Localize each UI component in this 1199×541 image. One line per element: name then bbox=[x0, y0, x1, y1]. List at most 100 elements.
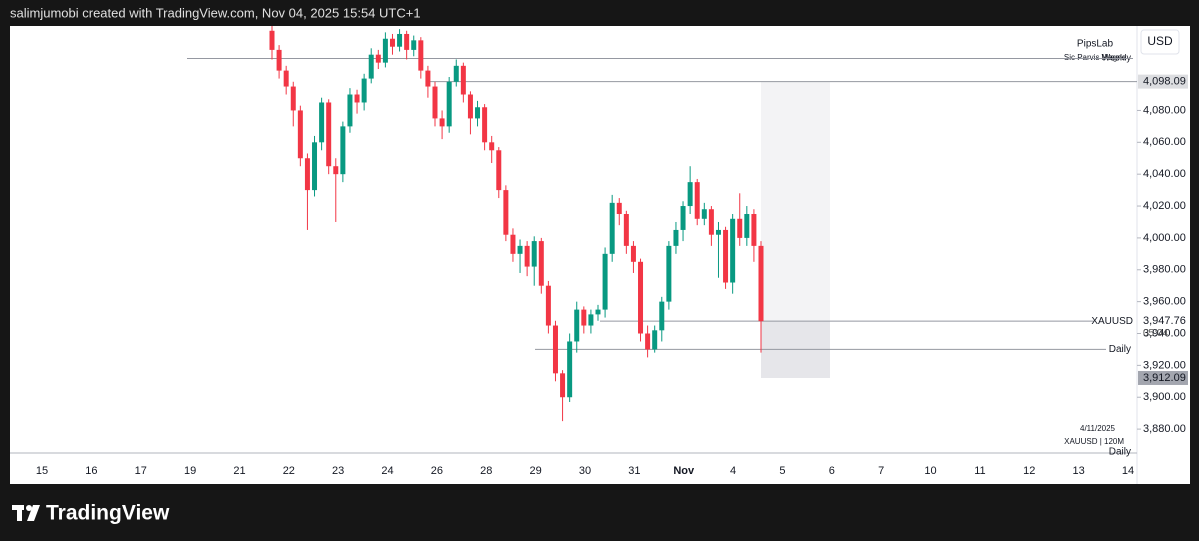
candle-body bbox=[524, 245, 530, 267]
footnote-timeframe: Daily bbox=[1109, 447, 1131, 458]
candle-body bbox=[560, 373, 566, 398]
x-tick-label: Nov bbox=[673, 465, 695, 477]
candle-body bbox=[638, 261, 644, 334]
x-tick-label: 11 bbox=[974, 465, 985, 477]
y-tick-label: 4,060.00 bbox=[1143, 136, 1186, 148]
candle-body bbox=[411, 40, 417, 50]
candle-body bbox=[453, 65, 459, 82]
x-tick-label: 5 bbox=[779, 465, 785, 477]
projection-upper bbox=[761, 81, 830, 322]
last-price-label: 3,947.76 bbox=[1143, 315, 1186, 327]
candle-body bbox=[730, 218, 736, 283]
y-tick-label: 3,980.00 bbox=[1143, 264, 1186, 276]
price-label-box bbox=[1138, 370, 1188, 385]
candle-body bbox=[354, 94, 360, 103]
x-tick-label: 22 bbox=[283, 465, 295, 477]
x-tick-label: 4 bbox=[730, 465, 736, 477]
candle-body bbox=[552, 325, 558, 374]
candle-body bbox=[517, 245, 523, 254]
watermark-subtitle: Sic Parvis Magna bbox=[1064, 53, 1127, 62]
candle-body bbox=[531, 241, 537, 267]
candle-body bbox=[581, 309, 587, 326]
candle-body bbox=[701, 209, 707, 219]
x-tick-label: 28 bbox=[480, 465, 492, 477]
candle-body bbox=[340, 126, 346, 175]
candle-body bbox=[737, 218, 743, 238]
y-tick-label: 4,080.00 bbox=[1143, 104, 1186, 116]
candle-body bbox=[467, 94, 473, 119]
candle-body bbox=[545, 285, 551, 326]
candle-body bbox=[482, 107, 488, 143]
currency-button[interactable] bbox=[1140, 29, 1180, 55]
currency: USD bbox=[1147, 34, 1173, 48]
y-tick-label: 3,880.00 bbox=[1143, 423, 1186, 435]
candle-body bbox=[283, 70, 289, 87]
candle-body bbox=[425, 70, 431, 87]
candle-body bbox=[347, 94, 353, 127]
candle-body bbox=[751, 214, 757, 246]
price-label-box bbox=[1138, 74, 1188, 89]
x-tick-label: 30 bbox=[579, 465, 591, 477]
x-tick-label: 23 bbox=[332, 465, 344, 477]
footnote-date: 4/11/2025 bbox=[1080, 424, 1116, 433]
candle-body bbox=[538, 241, 544, 286]
header: salimjumobi created with TradingView.com… bbox=[10, 5, 421, 20]
candle-body bbox=[723, 229, 729, 283]
symbol-label: XAUUSD bbox=[1091, 316, 1133, 327]
candle-body bbox=[623, 214, 629, 246]
candle-body bbox=[375, 54, 381, 63]
candle-body bbox=[460, 65, 466, 95]
candle-body bbox=[602, 253, 608, 310]
candle-body bbox=[574, 309, 580, 342]
candle-body bbox=[645, 333, 651, 350]
y-tick-label: 3,940.00 bbox=[1143, 327, 1186, 339]
candle-body bbox=[715, 229, 721, 235]
candle-body bbox=[630, 245, 636, 262]
candle-body bbox=[595, 309, 601, 315]
candle-body bbox=[673, 229, 679, 246]
y-tick-label: 3,900.00 bbox=[1143, 391, 1186, 403]
brand: TradingView bbox=[46, 502, 170, 525]
candle-body bbox=[588, 314, 594, 326]
footnote-symbol: XAUUSD | 120M bbox=[1064, 437, 1124, 446]
x-tick-label: 16 bbox=[85, 465, 97, 477]
y-tick-label: 3,960.00 bbox=[1143, 296, 1186, 308]
candle-body bbox=[389, 38, 395, 47]
x-tick-label: 14 bbox=[1122, 465, 1134, 477]
price-label: 4,098.09 bbox=[1143, 76, 1186, 88]
y-tick-label: 4,000.00 bbox=[1143, 232, 1186, 244]
candle-body bbox=[276, 49, 282, 71]
x-tick-label: 31 bbox=[628, 465, 640, 477]
candle-body bbox=[758, 245, 764, 322]
candle-body bbox=[304, 158, 310, 191]
candle-body bbox=[269, 30, 275, 50]
daily-label: Daily bbox=[1109, 344, 1131, 355]
x-tick-label: 6 bbox=[829, 465, 835, 477]
candle-body bbox=[475, 107, 481, 119]
candle-body bbox=[496, 150, 502, 191]
candle-body bbox=[290, 86, 296, 111]
candle-body bbox=[687, 182, 693, 207]
candle-body bbox=[708, 209, 714, 235]
candle-body bbox=[432, 86, 438, 119]
x-tick-label: 17 bbox=[135, 465, 147, 477]
chart-area bbox=[10, 26, 1190, 484]
candle-body bbox=[333, 166, 339, 175]
candle-body bbox=[297, 110, 303, 159]
candle-body bbox=[368, 54, 374, 79]
y-tick-label: 3,920.00 bbox=[1143, 359, 1186, 371]
candle-body bbox=[503, 190, 509, 235]
brand-logo bbox=[12, 505, 40, 521]
y-tick-label: 4,040.00 bbox=[1143, 168, 1186, 180]
x-tick-label: 7 bbox=[878, 465, 884, 477]
candle-body bbox=[418, 40, 424, 71]
candle-body bbox=[680, 206, 686, 230]
x-tick-label: 10 bbox=[924, 465, 936, 477]
candle-body bbox=[659, 301, 665, 331]
candle-body bbox=[616, 202, 622, 215]
x-tick-label: 21 bbox=[233, 465, 245, 477]
candle-body bbox=[744, 214, 750, 238]
candle-body bbox=[694, 182, 700, 219]
x-tick-label: 13 bbox=[1073, 465, 1085, 477]
